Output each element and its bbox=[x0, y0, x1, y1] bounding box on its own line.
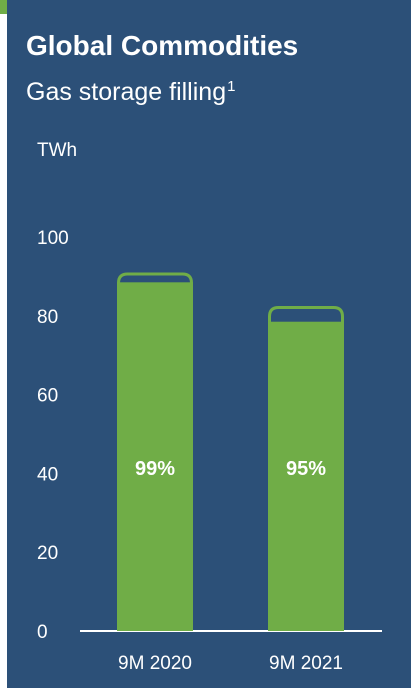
x-tick-label: 9M 2021 bbox=[269, 653, 343, 674]
y-tick-label: 100 bbox=[37, 228, 69, 249]
accent-bar bbox=[0, 0, 7, 14]
y-tick-label: 0 bbox=[37, 622, 48, 643]
footnote-marker: 1 bbox=[227, 78, 236, 95]
chart-title: Global Commodities bbox=[26, 30, 299, 61]
x-tick-label: 9M 2020 bbox=[118, 653, 192, 674]
y-tick-label: 40 bbox=[37, 464, 58, 485]
bar-value-label: 99% bbox=[135, 458, 175, 480]
bar bbox=[268, 321, 344, 631]
y-tick-label: 80 bbox=[37, 307, 58, 328]
chart-subtitle: Gas storage filling1 bbox=[26, 78, 235, 107]
capacity-outline bbox=[117, 272, 193, 287]
y-axis-unit: TWh bbox=[37, 140, 78, 161]
capacity-outline bbox=[268, 305, 344, 326]
y-tick-label: 20 bbox=[37, 543, 58, 564]
subtitle-text: Gas storage filling bbox=[26, 78, 227, 106]
y-tick-label: 60 bbox=[37, 386, 58, 407]
bar bbox=[117, 282, 193, 631]
bar-value-label: 95% bbox=[286, 458, 326, 480]
